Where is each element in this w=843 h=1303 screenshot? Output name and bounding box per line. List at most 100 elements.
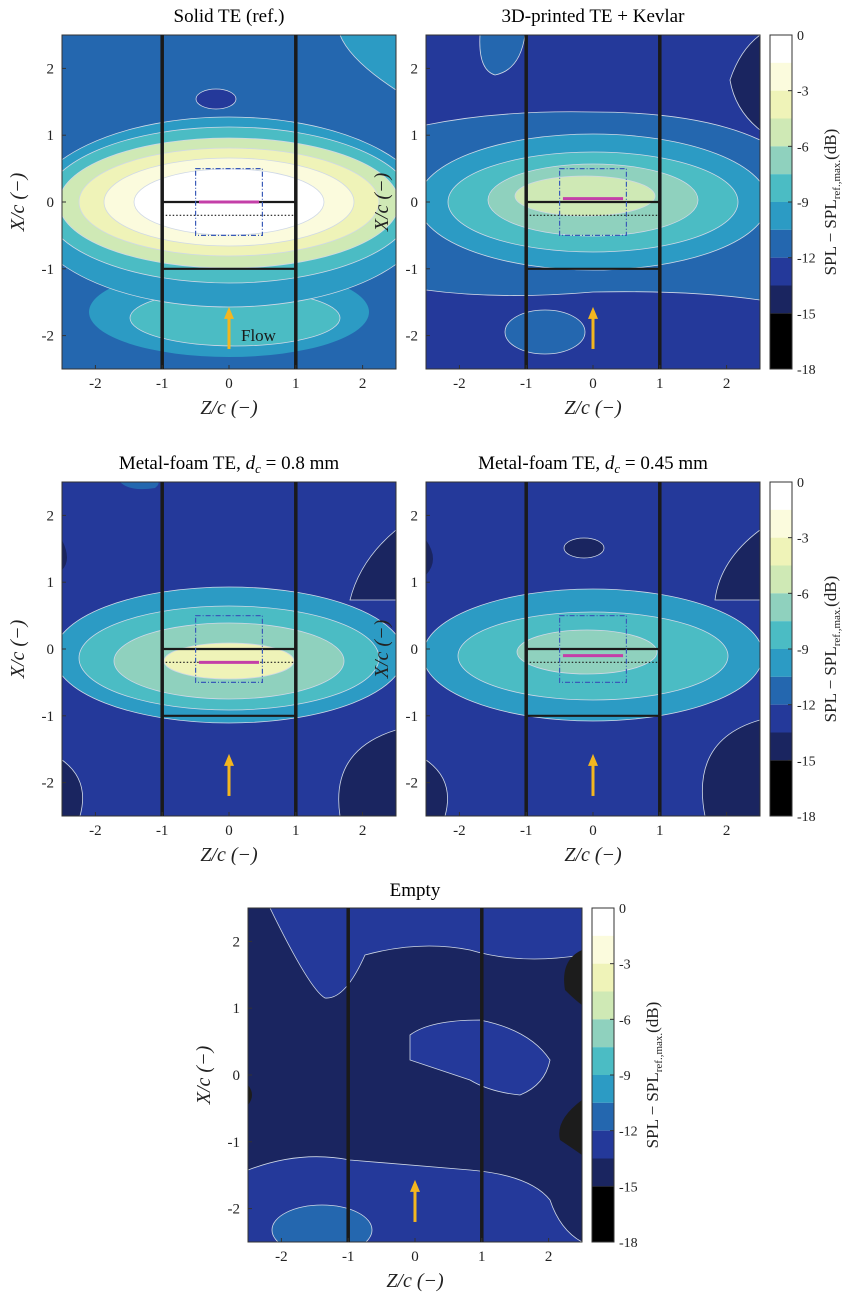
- panel-empty: [247, 907, 583, 1243]
- y-tick-label: 0: [47, 642, 55, 658]
- colorbar-label: SPL − SPLref.,max.(dB): [821, 576, 843, 723]
- x-tick-label: -2: [89, 376, 102, 392]
- y-tick-label: -1: [406, 262, 419, 278]
- colorbar-tick-label: -3: [797, 85, 809, 100]
- panel-title-empty: Empty: [390, 880, 441, 901]
- title-sub: c: [614, 461, 620, 476]
- colorbar-tick-label: -9: [797, 196, 809, 211]
- colorbar-segment: [770, 62, 792, 91]
- title-sub: c: [255, 461, 261, 476]
- x-axis-label: Z/c (−): [564, 844, 622, 866]
- y-tick-label: 2: [411, 61, 419, 77]
- colorbar-segment: [592, 908, 614, 936]
- title-main: Metal-foam TE,: [478, 453, 605, 474]
- x-tick-label: -1: [520, 376, 533, 392]
- y-axis-label: X/c (−): [7, 619, 29, 679]
- colorbar-tick-label: -18: [797, 363, 816, 378]
- colorbar-tick-label: -6: [797, 140, 809, 155]
- x-axis-label: Z/c (−): [200, 397, 258, 419]
- x-tick-label: 0: [225, 823, 233, 839]
- colorbar-label-unit: (dB): [821, 576, 840, 607]
- colorbar-segment: [592, 1102, 614, 1131]
- colorbar-label-main: SPL − SPL: [643, 1072, 662, 1148]
- x-tick-label: 2: [545, 1249, 553, 1265]
- colorbar-segment: [592, 1019, 614, 1048]
- colorbar-tick-label: 0: [797, 476, 804, 491]
- x-axis-label: Z/c (−): [200, 844, 258, 866]
- x-tick-label: 1: [292, 376, 300, 392]
- colorbar-segment: [770, 509, 792, 538]
- y-tick-label: -2: [228, 1202, 241, 1218]
- y-axis-label: X/c (−): [371, 172, 393, 232]
- colorbar-tick-label: -18: [797, 810, 816, 825]
- y-tick-label: 1: [47, 575, 55, 591]
- x-tick-label: 0: [225, 376, 233, 392]
- colorbar-segment: [592, 991, 614, 1020]
- contour-island: [563, 537, 605, 559]
- colorbar-tick-label: -15: [797, 307, 816, 322]
- contour-corner: [426, 540, 433, 575]
- y-axis-label: X/c (−): [371, 619, 393, 679]
- contour-island: [409, 1019, 551, 1096]
- contour-corner: [349, 529, 396, 601]
- colorbar-label: SPL − SPLref.,max.(dB): [821, 129, 843, 276]
- colorbar-segment: [592, 935, 614, 964]
- y-tick-label: -1: [406, 709, 419, 725]
- colorbar-segment: [770, 174, 792, 202]
- contour-field: [248, 908, 582, 1242]
- x-tick-label: -1: [520, 823, 533, 839]
- colorbar-segment: [770, 229, 792, 258]
- y-tick-label: 2: [233, 934, 241, 950]
- colorbar-segment: [592, 1075, 614, 1103]
- colorbar-segment: [592, 1158, 614, 1187]
- contour-band-peak: [514, 175, 656, 217]
- y-tick-label: 0: [47, 195, 55, 211]
- colorbar-tick-label: -3: [619, 958, 631, 973]
- contour-corner: [62, 540, 67, 570]
- colorbar-tick-label: -6: [619, 1013, 631, 1028]
- colorbar-segment: [770, 704, 792, 733]
- overlay-layer: [160, 35, 662, 1242]
- colorbar-label-sub: ref.,max.: [653, 1033, 665, 1073]
- colorbar-label-unit: (dB): [643, 1002, 662, 1033]
- colorbar-segment: [770, 565, 792, 594]
- contour-island: [120, 482, 159, 490]
- contour-island: [504, 309, 586, 355]
- colorbar-tick-label: -18: [619, 1236, 638, 1251]
- title-main: Metal-foam TE,: [119, 453, 246, 474]
- flow-arrowhead: [224, 306, 234, 319]
- colorbar-label-main: SPL − SPL: [821, 646, 840, 722]
- y-tick-label: 1: [233, 1001, 241, 1017]
- flow-arrowhead: [224, 753, 234, 766]
- y-axis-label: X/c (−): [193, 1045, 215, 1105]
- panel-title-kevlar: 3D-printed TE + Kevlar: [502, 6, 686, 27]
- panel-title-solid: Solid TE (ref.): [174, 6, 285, 27]
- colorbar-segment: [770, 649, 792, 677]
- colorbar-label-sub: ref.,max.: [831, 160, 843, 200]
- contour-island: [479, 35, 526, 76]
- colorbar-tick-label: -3: [797, 532, 809, 547]
- contour-corner: [729, 35, 760, 131]
- colorbar-tick-label: 0: [619, 902, 626, 917]
- title-rest: = 0.8 mm: [261, 453, 339, 474]
- colorbar-tick-label: -9: [797, 643, 809, 658]
- y-tick-label: 1: [47, 128, 55, 144]
- title-rest: = 0.45 mm: [620, 453, 708, 474]
- x-tick-label: 1: [292, 823, 300, 839]
- colorbar-segment: [592, 1130, 614, 1159]
- x-tick-label: 1: [656, 823, 664, 839]
- y-axis-label: X/c (−): [7, 172, 29, 232]
- x-tick-label: 0: [589, 376, 597, 392]
- colorbar-tick-label: -12: [797, 699, 816, 714]
- contour-corner: [559, 1100, 582, 1155]
- colorbar-tick-label: -15: [797, 754, 816, 769]
- contour-island: [271, 1204, 373, 1242]
- colorbar-segment: [770, 202, 792, 230]
- contour-corner: [248, 1085, 252, 1105]
- colorbar-segment: [770, 732, 792, 761]
- x-tick-label: 2: [723, 376, 731, 392]
- y-tick-label: 1: [411, 128, 419, 144]
- x-tick-label: -1: [156, 823, 169, 839]
- flow-label: Flow: [241, 326, 277, 345]
- colorbar-label: SPL − SPLref.,max.(dB): [643, 1002, 665, 1149]
